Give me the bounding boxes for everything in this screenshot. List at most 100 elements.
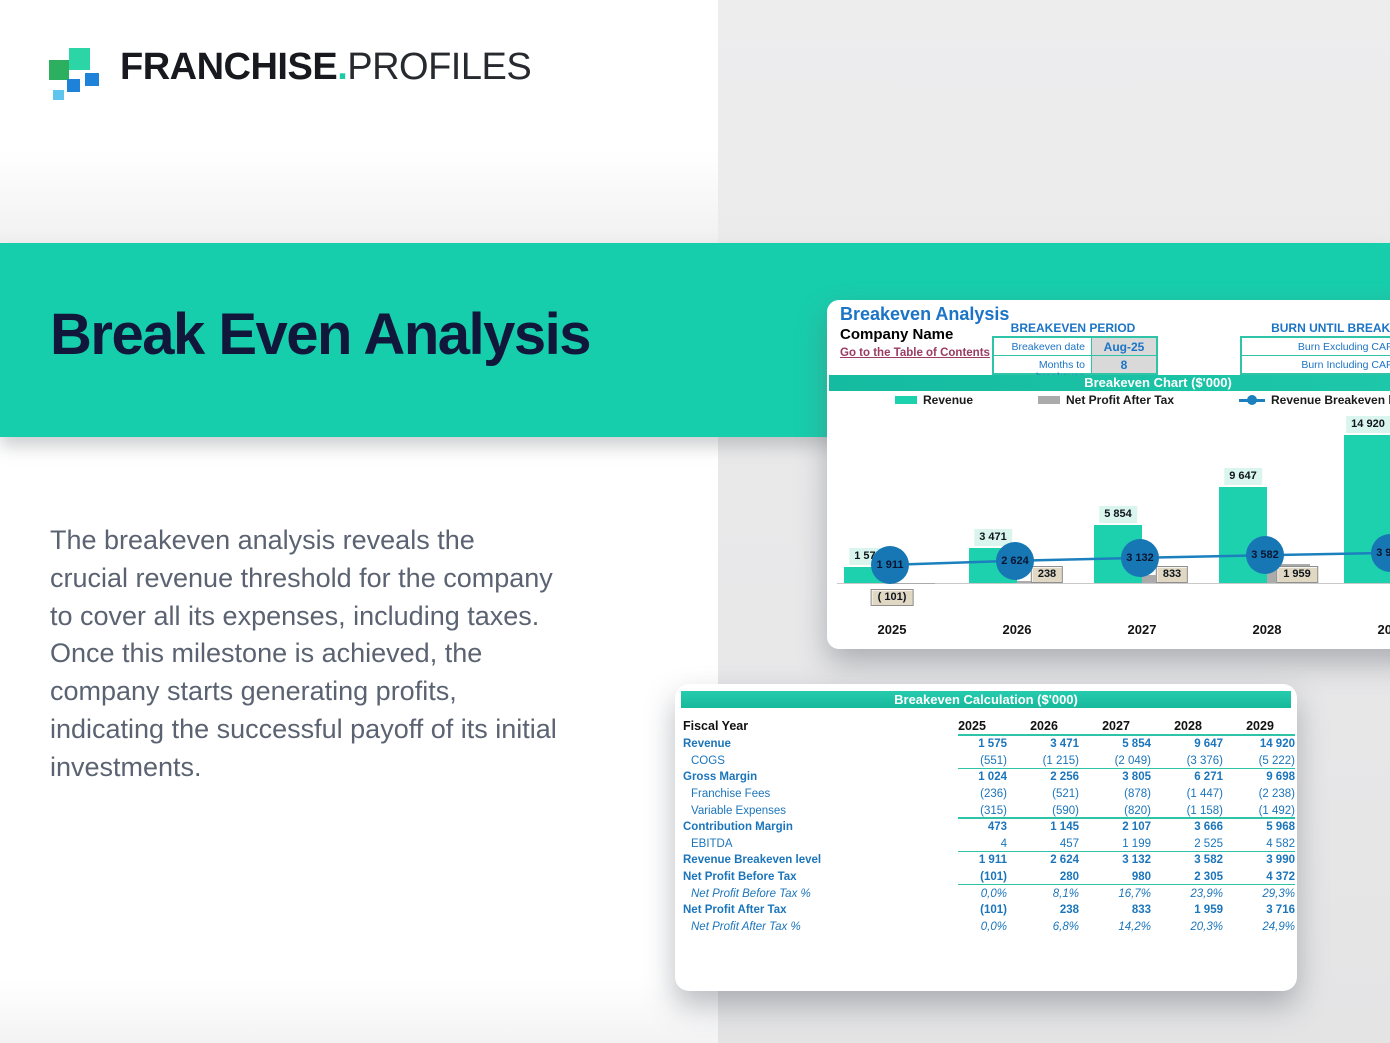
- net-profit-value-label: ( 101): [870, 589, 914, 606]
- row-value: 23,9%: [1190, 887, 1223, 900]
- row-value: 9 647: [1194, 738, 1223, 751]
- logo-text-dot: .: [337, 46, 348, 88]
- row-value: (1 215): [1042, 754, 1079, 767]
- table-row: EBITDA 4 457 1 199 2 525 4 582: [675, 836, 1297, 853]
- revenue-value-label: 3 471: [974, 529, 1012, 547]
- info-row-label: Burn Excluding CAPEX: [1242, 338, 1390, 355]
- breakeven-calculation-table: Fiscal Year 2025 2026 2027 2028 2029 Revenue 1 …: [675, 716, 1297, 935]
- table-row: Variable Expenses (315) (590) (820) (1 158) (…: [675, 802, 1297, 819]
- year-header: 2029: [1246, 719, 1274, 733]
- row-value: (590): [1052, 804, 1079, 817]
- row-underline: [958, 850, 1295, 853]
- year-header: 2027: [1102, 719, 1130, 733]
- breakeven-marker-2027: [1121, 538, 1159, 577]
- row-value: 3 471: [1050, 738, 1079, 751]
- row-underline: [958, 883, 1295, 886]
- row-underline: [958, 767, 1295, 770]
- logo-text-franchise: FRANCHISE: [120, 46, 338, 88]
- net-profit-after-tax-swatch-icon: [1038, 396, 1060, 404]
- logo-square-lightblue: [53, 90, 64, 100]
- x-axis-line: [837, 583, 1390, 584]
- legend-label: Revenue Breakeven level: [1271, 393, 1390, 407]
- row-label: Revenue: [683, 738, 731, 751]
- hero-description: The breakeven analysis reveals the cruci…: [50, 525, 557, 782]
- row-value: 29,3%: [1262, 887, 1295, 900]
- revenue-value-label: 5 854: [1099, 505, 1137, 523]
- table-row: Net Profit Before Tax (101) 280 980 2 305 4 3…: [675, 869, 1297, 886]
- table-row: Revenue 1 575 3 471 5 854 9 647 14 920: [675, 736, 1297, 753]
- row-value: 4: [1000, 837, 1007, 850]
- table-row: Franchise Fees (236) (521) (878) (1 447) (2 2…: [675, 786, 1297, 803]
- row-value: (3 376): [1186, 754, 1223, 767]
- row-value: 3 132: [1122, 854, 1151, 867]
- breakeven-value-label: 3 582: [1251, 549, 1279, 562]
- row-value: 3 805: [1122, 771, 1151, 784]
- row-label: Revenue Breakeven level: [683, 854, 822, 867]
- row-value: (878): [1124, 788, 1151, 801]
- row-value: 980: [1131, 871, 1151, 884]
- row-value: 5 854: [1122, 738, 1151, 751]
- row-value: (521): [1052, 788, 1079, 801]
- info-row: Months to breakeven8: [994, 355, 1156, 383]
- row-value: 6,8%: [1052, 920, 1079, 933]
- row-value: (101): [980, 904, 1007, 917]
- row-value: 6 271: [1194, 771, 1223, 784]
- table-header-row: Fiscal Year 2025 2026 2027 2028 2029: [675, 716, 1297, 736]
- row-value: (2 049): [1114, 754, 1151, 767]
- row-value: 238: [1059, 904, 1079, 917]
- row-value: 473: [987, 821, 1007, 834]
- row-value: 1 959: [1194, 904, 1223, 917]
- row-value: (551): [980, 754, 1007, 767]
- breakeven-value-label: 3 132: [1126, 551, 1154, 564]
- net-profit-value-label: 238: [1030, 566, 1064, 583]
- breakeven-value-label: 1 911: [876, 558, 904, 571]
- info-row-label: Months to breakeven: [994, 356, 1092, 383]
- row-value: 3 990: [1266, 854, 1295, 867]
- row-value: 1 024: [978, 771, 1007, 784]
- breakeven-marker-2025: [871, 545, 909, 584]
- row-label: Net Profit Before Tax %: [691, 887, 811, 900]
- row-value: 20,3%: [1190, 920, 1223, 933]
- info-row: Breakeven date Aug-25: [994, 338, 1156, 355]
- legend-label: Net Profit After Tax: [1066, 393, 1175, 407]
- table-of-contents-link[interactable]: Go to the Table of Contents: [840, 347, 990, 359]
- row-value: 24,9%: [1262, 920, 1295, 933]
- row-value: 833: [1131, 904, 1151, 917]
- row-value: (5 222): [1258, 754, 1295, 767]
- x-axis-label-2029: 2029: [1377, 622, 1390, 637]
- net-profit-value-label: 1 959: [1276, 566, 1318, 583]
- breakeven-chart-card: Breakeven Analysis Company Name Go to th…: [827, 300, 1390, 649]
- table-row: Revenue Breakeven level 1 911 2 624 3 132 3 …: [675, 852, 1297, 869]
- row-value: 4 582: [1266, 837, 1295, 850]
- burn-until-breakeven-title: BURN UNTIL BREAKEVEN: [1271, 321, 1390, 335]
- breakeven-marker-2029: [1371, 533, 1390, 572]
- sheet-title: Breakeven Analysis: [840, 304, 1010, 324]
- info-row-label: Breakeven date: [994, 338, 1092, 355]
- row-value: (315): [980, 804, 1007, 817]
- row-value: 457: [1059, 837, 1079, 850]
- row-underline: [958, 817, 1295, 819]
- row-label: Gross Margin: [683, 771, 758, 784]
- breakeven-period-title: BREAKEVEN PERIOD: [1010, 321, 1136, 335]
- row-value: (2 238): [1258, 788, 1295, 801]
- table-row: COGS (551) (1 215) (2 049) (3 376) (5 222): [675, 753, 1297, 770]
- revenue-value-label: 9 647: [1224, 468, 1262, 485]
- page-title: Break Even Analysis: [50, 302, 592, 367]
- row-value: (1 447): [1186, 788, 1223, 801]
- year-header: 2028: [1174, 719, 1202, 733]
- row-value: 9 698: [1266, 771, 1295, 784]
- row-label: EBITDA: [691, 837, 733, 850]
- row-value: (1 158): [1186, 804, 1223, 817]
- row-value: (820): [1124, 804, 1151, 817]
- logo-square-teal: [69, 48, 90, 70]
- row-label: Net Profit After Tax: [683, 904, 787, 917]
- info-row-value: 8: [1092, 356, 1156, 373]
- chart-header: Breakeven Chart ($'000): [829, 375, 1390, 391]
- breakeven-calculation-card: Breakeven Calculation ($'000) Fiscal Yea…: [675, 684, 1297, 991]
- row-value: 14,2%: [1118, 920, 1151, 933]
- x-axis-label-2028: 2028: [1252, 622, 1282, 637]
- info-row: Burn Excluding CAPEX: [1242, 338, 1390, 355]
- table-row: Net Profit After Tax (101) 238 833 1 959 3 71…: [675, 902, 1297, 919]
- breakeven-value-label: 2 624: [1001, 554, 1029, 567]
- row-value: 2 107: [1122, 821, 1151, 834]
